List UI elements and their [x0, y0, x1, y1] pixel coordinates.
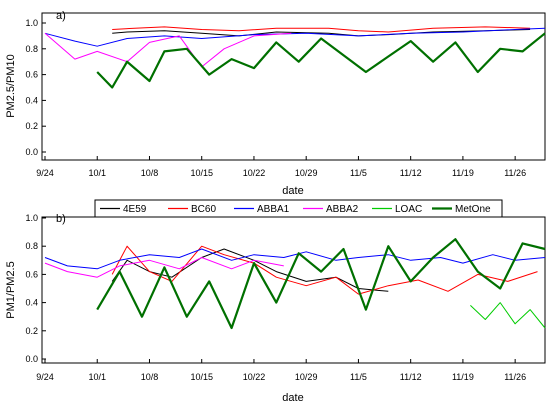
x-tick-label: 11/5 — [350, 372, 367, 382]
series-line-abba1 — [44, 27, 546, 47]
x-tick-label: 10/22 — [243, 168, 266, 178]
panel-a-y-ticks: 0.0 0.2 0.4 0.6 0.8 1.0 — [25, 18, 46, 157]
panel-a-ylabel: PM2.5/PM10 — [5, 54, 17, 118]
legend-item-loac: LOAC — [372, 204, 422, 215]
y-tick-label: 0.2 — [25, 326, 38, 336]
y-tick-label: 0.6 — [25, 70, 38, 80]
legend-item-abba2: ABBA2 — [303, 204, 359, 215]
y-tick-label: 1.0 — [25, 213, 38, 223]
x-tick-label: 10/15 — [190, 372, 213, 382]
y-tick-label: 1.0 — [25, 18, 38, 28]
series-line-metone — [96, 238, 546, 330]
x-tick-label: 11/19 — [452, 168, 474, 178]
x-tick-label: 11/5 — [350, 168, 367, 178]
panel-b: b) PM1/PM2.5 date 0.0 0.2 0.4 0.6 0.8 1.0 9/2… — [5, 213, 546, 404]
x-tick-label: 10/8 — [141, 168, 159, 178]
panel-b-x-ticks: 9/24 10/1 10/8 10/15 10/22 10/29 11/5 11/12 11/1… — [36, 359, 526, 382]
x-tick-label: 11/26 — [504, 168, 526, 178]
legend-item-abba1: ABBA1 — [234, 204, 290, 215]
panel-b-series — [44, 238, 546, 330]
series-line-metone — [96, 32, 546, 89]
panel-b-xlabel: date — [282, 392, 303, 404]
x-tick-label: 9/24 — [36, 168, 54, 178]
y-tick-label: 0.4 — [25, 95, 38, 105]
series-line-abba2 — [44, 257, 284, 278]
x-tick-label: 9/24 — [36, 372, 54, 382]
legend-label: ABBA2 — [326, 204, 359, 215]
panel-a-xlabel: date — [282, 185, 303, 197]
panel-b-label: b) — [56, 213, 66, 225]
series-line-abba2 — [44, 32, 292, 68]
panel-a-frame — [41, 12, 546, 161]
x-tick-label: 10/1 — [88, 168, 106, 178]
series-line-4e59 — [112, 29, 531, 37]
legend: 4E59 BC60 ABBA1 ABBA2 LOAC MetOne — [94, 199, 503, 218]
y-tick-label: 0.0 — [25, 147, 38, 157]
legend-label: BC60 — [191, 204, 216, 215]
legend-item-4e59: 4E59 — [100, 204, 147, 215]
x-tick-label: 11/26 — [504, 372, 526, 382]
panel-b-y-ticks: 0.0 0.2 0.4 0.6 0.8 1.0 — [25, 213, 46, 364]
y-tick-label: 0.8 — [25, 44, 38, 54]
y-tick-label: 0.8 — [25, 241, 38, 251]
y-tick-label: 0.0 — [25, 354, 38, 364]
legend-items: 4E59 BC60 ABBA1 ABBA2 LOAC MetOne — [100, 204, 491, 215]
x-tick-label: 11/12 — [400, 372, 422, 382]
panel-a-x-ticks: 9/24 10/1 10/8 10/15 10/22 10/29 11/5 11/12 11/1… — [36, 156, 526, 178]
x-tick-label: 10/29 — [295, 168, 318, 178]
legend-label: LOAC — [395, 204, 422, 215]
x-tick-label: 11/12 — [400, 168, 422, 178]
legend-item-bc60: BC60 — [168, 204, 216, 215]
x-tick-label: 11/19 — [452, 372, 474, 382]
x-tick-label: 10/1 — [88, 372, 106, 382]
legend-label: ABBA1 — [257, 204, 290, 215]
panel-b-ylabel: PM1/PM2.5 — [5, 261, 17, 318]
series-line-bc60 — [111, 245, 538, 295]
series-line-abba1 — [44, 248, 546, 270]
panel-a: a) PM2.5/PM10 date 0.0 0.2 0.4 0.6 0.8 1.0 9/… — [5, 10, 546, 197]
legend-label: MetOne — [455, 204, 491, 215]
panel-b-frame — [41, 216, 546, 364]
panel-a-series — [44, 26, 546, 89]
series-line-bc60 — [112, 26, 531, 33]
y-tick-label: 0.2 — [25, 121, 38, 131]
y-tick-label: 0.4 — [25, 298, 38, 308]
x-tick-label: 10/15 — [190, 168, 213, 178]
x-tick-label: 10/22 — [243, 372, 266, 382]
x-tick-label: 10/29 — [295, 372, 318, 382]
y-tick-label: 0.6 — [25, 269, 38, 279]
series-line-4e59 — [111, 248, 389, 292]
x-tick-label: 10/8 — [141, 372, 159, 382]
legend-label: 4E59 — [123, 204, 147, 215]
panel-a-label: a) — [56, 10, 66, 22]
legend-item-metone: MetOne — [432, 204, 491, 215]
series-line-loac — [470, 302, 546, 329]
